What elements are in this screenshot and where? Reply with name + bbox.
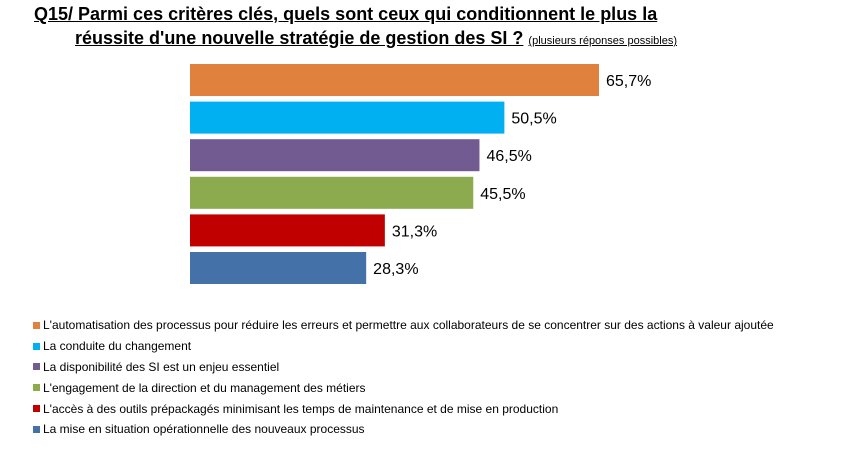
- legend-swatch: [33, 342, 40, 350]
- data-label-4: 45,5%: [480, 186, 525, 203]
- data-label-5: 31,3%: [392, 223, 437, 240]
- bar-chart: 65,7% 50,5% 46,5% 45,5% 31,3% 28,3%: [190, 64, 651, 284]
- bar-6: [190, 252, 367, 284]
- legend-item-4: L'engagement de la direction et du manag…: [33, 377, 774, 398]
- data-label-2: 50,5%: [511, 111, 556, 128]
- legend-item-2: La conduite du changement: [33, 336, 774, 357]
- bar-2: [190, 101, 505, 134]
- legend-label: L'accès à des outils prépackagés minimis…: [43, 401, 559, 416]
- data-label-3: 46,5%: [486, 148, 531, 165]
- legend-swatch: [33, 405, 40, 413]
- chart-title-line1: Q15/ Parmi ces critères clés, quels sont…: [34, 4, 658, 24]
- legend-label: La disponibilité des SI est un enjeu ess…: [43, 359, 280, 374]
- legend-item-6: La mise en situation opérationnelle des …: [33, 419, 774, 440]
- legend-label: La mise en situation opérationnelle des …: [43, 422, 365, 437]
- legend-swatch: [33, 321, 40, 329]
- legend-label: La conduite du changement: [43, 339, 192, 354]
- data-label-6: 28,3%: [373, 261, 418, 278]
- legend-swatch: [33, 363, 40, 371]
- chart-legend: L'automatisation des processus pour rédu…: [33, 315, 774, 440]
- legend-swatch: [33, 384, 40, 392]
- legend-label: L'automatisation des processus pour rédu…: [43, 318, 774, 333]
- legend-item-1: L'automatisation des processus pour rédu…: [33, 315, 774, 336]
- legend-label: L'engagement de la direction et du manag…: [43, 380, 366, 395]
- chart-title-line2: réussite d'une nouvelle stratégie de ges…: [75, 28, 677, 49]
- legend-item-5: L'accès à des outils prépackagés minimis…: [33, 398, 774, 419]
- bar-3: [190, 139, 480, 172]
- data-label-1: 65,7%: [606, 73, 651, 90]
- chart-title-note: (plusieurs réponses possibles): [528, 35, 677, 47]
- legend-item-3: La disponibilité des SI est un enjeu ess…: [33, 357, 774, 378]
- bar-5: [190, 214, 385, 247]
- legend-swatch: [33, 425, 40, 433]
- bar-4: [190, 176, 474, 209]
- chart-title-main: réussite d'une nouvelle stratégie de ges…: [75, 28, 524, 48]
- bar-1: [190, 64, 599, 96]
